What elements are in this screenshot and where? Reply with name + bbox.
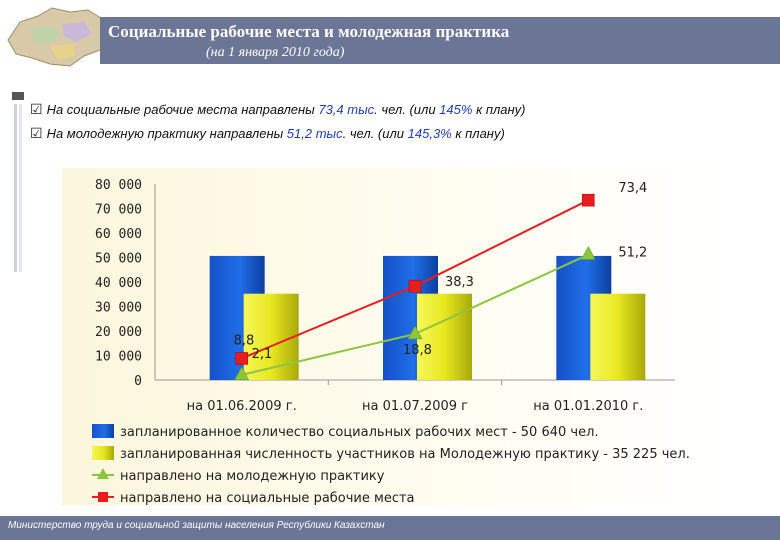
legend-label: направлено на молодежную практику (120, 469, 385, 484)
data-label: 8,8 (234, 333, 255, 348)
bullet-text: к плану) (472, 102, 526, 117)
y-tick-label: 50 000 (95, 252, 142, 267)
point-youth-practice (580, 246, 596, 260)
checkbox-icon: ☑ (30, 125, 43, 141)
point-social-jobs (235, 352, 248, 365)
x-tick-label: на 01.07.2009 г (362, 399, 468, 414)
bullet-percent: 145% (439, 102, 473, 117)
y-tick-label: 60 000 (95, 227, 142, 242)
header: Социальные рабочие места и молодежная пр… (0, 0, 780, 67)
checkbox-icon: ☑ (30, 101, 43, 117)
legend-label: направлено на социальные рабочие места (120, 491, 415, 506)
bullet-text: На социальные рабочие места направлены (46, 102, 319, 117)
bullet-value: 51,2 тыс (286, 126, 343, 141)
y-tick-label: 20 000 (95, 325, 142, 340)
bullet-value: 73,4 тыс (318, 102, 375, 117)
bullet-social-jobs: ☑ На социальные рабочие места направлены … (30, 101, 526, 118)
y-tick-label: 30 000 (95, 301, 142, 316)
y-tick-label: 40 000 (95, 276, 142, 291)
bullet-text: к плану) (451, 126, 505, 141)
bar-planned-youth-practice (243, 293, 299, 380)
legend-swatch (92, 424, 114, 438)
bullet-percent: 145,3% (407, 126, 452, 141)
header-band (100, 17, 780, 64)
bar-planned-youth-practice (417, 293, 472, 380)
x-tick-label: на 01.06.2009 г. (187, 399, 297, 414)
data-label: 38,3 (445, 275, 474, 290)
data-label: 51,2 (618, 246, 647, 261)
bar-planned-youth-practice (590, 293, 646, 380)
y-tick-label: 80 000 (95, 178, 142, 193)
y-tick-label: 0 (134, 374, 142, 389)
bullet-text: . чел. (или (374, 102, 440, 117)
legend-label: запланированное количество социальных ра… (120, 425, 599, 440)
legend-swatch (92, 446, 114, 460)
point-social-jobs (408, 279, 422, 293)
decorative-side-bars (12, 92, 24, 272)
legend-label: запланированная численность участников н… (120, 447, 690, 462)
y-tick-label: 70 000 (95, 203, 142, 218)
bullet-text: . чел. (или (342, 126, 408, 141)
point-youth-practice (407, 325, 423, 340)
page-subtitle: (на 1 января 2010 года) (206, 45, 345, 60)
bullet-youth-practice: ☑ На молодежную практику направлены 51,2 … (30, 125, 505, 142)
data-label: 73,4 (618, 181, 647, 196)
point-youth-practice (234, 366, 250, 381)
legend-marker (98, 492, 108, 502)
footer-band (0, 516, 780, 540)
page-title: Социальные рабочие места и молодежная пр… (108, 22, 510, 41)
x-tick-label: на 01.01.2010 г. (533, 399, 643, 414)
y-tick-label: 10 000 (95, 350, 142, 365)
bullet-text: На молодежную практику направлены (46, 126, 287, 141)
legend-marker (97, 468, 109, 479)
footer-text: Министерство труда и социальной защиты н… (8, 520, 385, 531)
data-label: 18,8 (403, 343, 432, 358)
data-label: 2,1 (252, 347, 273, 362)
point-social-jobs (582, 193, 595, 207)
